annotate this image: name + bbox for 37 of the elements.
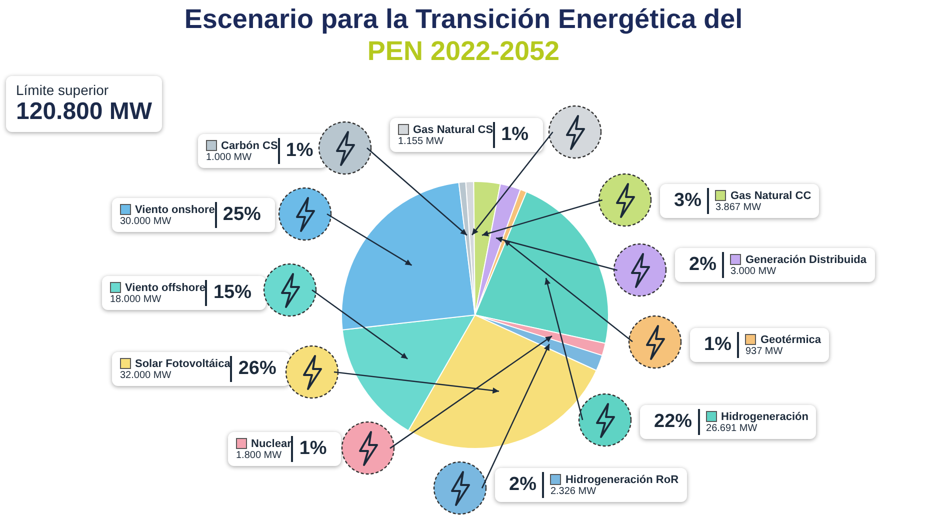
chart-subtitle: PEN 2022-2052 <box>366 36 561 67</box>
data-label: 937 MW <box>745 346 784 356</box>
legend-label: Hidrogeneración RoR <box>565 474 679 486</box>
legend-label: Carbón CS <box>221 140 278 152</box>
text: 22% <box>653 411 694 433</box>
legend-label: Gas Natural CS <box>413 124 494 136</box>
data-label: 1.155 MW <box>398 136 445 146</box>
data-label: 26.691 MW <box>706 422 758 434</box>
legend-label: Viento offshore <box>125 282 206 294</box>
text: 2% <box>508 474 538 496</box>
legend-label: Generación Distribuida <box>745 254 866 266</box>
chart-title: Escenario para la Transición Energética del <box>183 4 744 35</box>
text: 1% <box>500 124 530 146</box>
text: 1% <box>284 140 314 162</box>
text: 1% <box>703 334 732 356</box>
text: 3% <box>673 190 702 212</box>
text: 15% <box>212 282 253 304</box>
text: 1% <box>298 438 328 460</box>
data-label: 18.000 MW <box>110 294 162 304</box>
data-label: 3.867 MW <box>715 202 762 212</box>
legend-label: Nuclear <box>251 438 292 450</box>
text: 25% <box>222 204 262 226</box>
text: 120.800 MW <box>16 98 152 126</box>
data-label: 2.326 MW <box>550 486 598 496</box>
legend-label: Gas Natural CC <box>730 190 812 202</box>
text: 2% <box>688 254 718 276</box>
data-label: 30.000 MW <box>120 216 172 226</box>
text: Límite superior <box>16 82 110 98</box>
legend-label: Hidrogeneración <box>721 410 808 422</box>
legend-label: Geotérmica <box>760 334 821 346</box>
data-label: 1.000 MW <box>206 152 253 162</box>
text: 26% <box>237 358 278 380</box>
data-label: 3.000 MW <box>730 266 778 276</box>
data-label: 1.800 MW <box>236 450 283 460</box>
legend-label: Viento onshore <box>135 204 215 216</box>
legend-label: Solar Fotovoltáica <box>135 358 230 370</box>
data-label: 32.000 MW <box>120 370 172 380</box>
